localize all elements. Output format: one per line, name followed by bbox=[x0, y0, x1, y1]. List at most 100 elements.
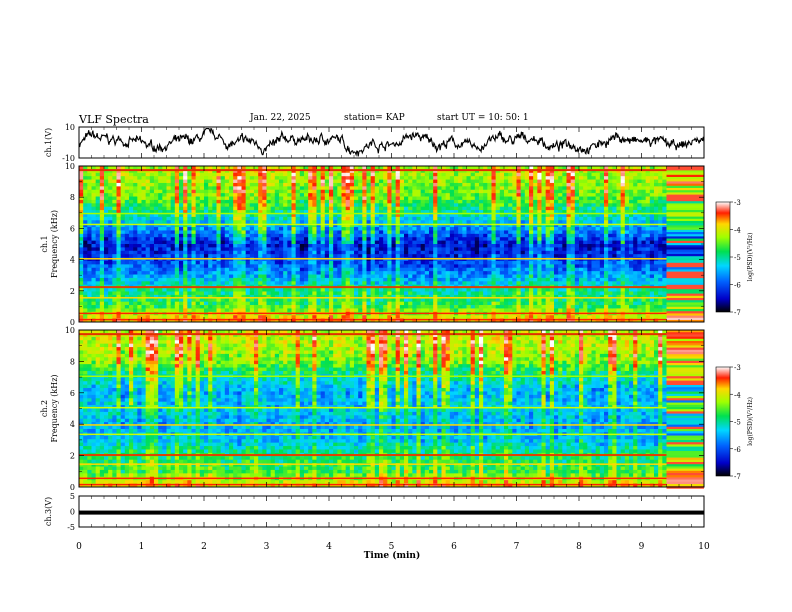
spectrogram-cell bbox=[349, 223, 355, 228]
spectrogram-cell bbox=[291, 216, 297, 221]
spectrogram-cell bbox=[87, 305, 92, 309]
spectrogram-cell bbox=[387, 233, 392, 238]
spectrogram-cell bbox=[474, 233, 480, 238]
spectrogram-cell bbox=[387, 291, 392, 296]
spectrogram-cell bbox=[320, 206, 326, 211]
spectrogram-cell bbox=[354, 179, 359, 184]
spectrogram-cell bbox=[474, 216, 480, 221]
spectrogram-cell bbox=[241, 220, 247, 225]
spectrogram-cell bbox=[208, 203, 213, 208]
spectrogram-cell bbox=[99, 172, 105, 177]
spectrogram-cell bbox=[449, 308, 455, 313]
spectrogram-cell bbox=[312, 220, 317, 225]
spectrogram-cell bbox=[324, 260, 330, 265]
spectrogram-cell bbox=[87, 247, 92, 252]
spectrogram-cell bbox=[408, 166, 413, 170]
spectrogram-cell bbox=[99, 199, 105, 204]
spectrogram-cell bbox=[83, 210, 88, 214]
spectrogram-cell bbox=[320, 203, 326, 208]
spectrogram-cell bbox=[329, 264, 334, 269]
spectrogram-cell bbox=[99, 216, 105, 221]
spectrogram-cell bbox=[362, 260, 367, 265]
spectrogram-cell bbox=[195, 281, 201, 286]
spectrogram-cell bbox=[141, 301, 147, 306]
spectrogram-cell bbox=[79, 189, 84, 194]
spectrogram-cell bbox=[316, 186, 322, 191]
spectrogram-cell bbox=[345, 237, 351, 242]
spectrogram-cell bbox=[395, 315, 401, 320]
spectrogram-cell bbox=[424, 281, 430, 286]
spectrogram-cell bbox=[233, 277, 238, 282]
spectrogram-cell bbox=[483, 305, 488, 309]
spectrogram-cell bbox=[241, 291, 247, 296]
spectrogram-cell bbox=[104, 240, 109, 245]
spectrogram-cell bbox=[320, 199, 326, 204]
spectrogram-cell bbox=[329, 271, 334, 275]
spectrogram-cell bbox=[333, 216, 338, 221]
spectrogram-cell bbox=[299, 189, 305, 194]
spectrogram-cell bbox=[462, 206, 467, 211]
spectrogram-cell bbox=[491, 179, 497, 184]
spectrogram-cell bbox=[145, 216, 151, 221]
spectrogram-cell bbox=[166, 182, 172, 187]
spectrogram-cell bbox=[166, 260, 172, 265]
spectrogram-cell bbox=[283, 182, 288, 187]
spectrogram-cell bbox=[399, 264, 405, 269]
spectrogram-cell bbox=[124, 240, 130, 245]
spectrogram-cell bbox=[241, 216, 247, 221]
spectrogram-cell bbox=[149, 199, 155, 204]
spectrogram-cell bbox=[487, 267, 492, 272]
spectrogram-cell bbox=[429, 237, 434, 242]
spectrogram-cell bbox=[233, 172, 238, 177]
spectrogram-cell bbox=[395, 179, 401, 184]
spectrogram-cell bbox=[104, 176, 109, 180]
spectrogram-cell bbox=[220, 216, 226, 221]
spectrogram-cell bbox=[233, 166, 238, 170]
spectrogram-cell bbox=[187, 179, 192, 184]
spectrogram-cell bbox=[229, 250, 234, 255]
spectrogram-cell bbox=[154, 260, 159, 265]
spectrogram-cell bbox=[337, 182, 342, 187]
spectrogram-cell bbox=[287, 166, 292, 170]
spectrogram-cell bbox=[487, 186, 492, 191]
spectrogram-cell bbox=[212, 179, 217, 184]
spectrogram-cell bbox=[220, 315, 226, 320]
spectrogram-cell bbox=[516, 227, 522, 231]
spectrogram-cell bbox=[191, 189, 197, 194]
spectrogram-cell bbox=[349, 247, 355, 252]
spectrogram-cell bbox=[370, 199, 376, 204]
spectrogram-cell bbox=[262, 203, 267, 208]
spectrogram-cell bbox=[179, 182, 184, 187]
spectrogram-cell bbox=[124, 193, 130, 197]
spectrogram-cell bbox=[166, 193, 172, 197]
spectrogram-cell bbox=[254, 291, 259, 296]
spectrogram-cell bbox=[216, 223, 222, 228]
spectrogram-cell bbox=[379, 169, 384, 174]
spectrogram-cell bbox=[174, 240, 180, 245]
spectrogram-cell bbox=[166, 318, 172, 323]
spectrogram-cell bbox=[333, 223, 338, 228]
spectrogram-cell bbox=[95, 179, 101, 184]
spectrogram-cell bbox=[112, 254, 117, 258]
spectrogram-cell bbox=[399, 250, 405, 255]
spectrogram-cell bbox=[112, 315, 117, 320]
spectrogram-cell bbox=[124, 301, 130, 306]
spectrogram-cell bbox=[283, 237, 288, 242]
spectrogram-cell bbox=[241, 301, 247, 306]
spectrogram-cell bbox=[87, 216, 92, 221]
spectrogram-cell bbox=[316, 250, 322, 255]
spectrogram-cell bbox=[483, 179, 488, 184]
spectrogram-cell bbox=[458, 186, 463, 191]
spectrogram-cell bbox=[274, 166, 280, 170]
spectrogram-cell bbox=[295, 298, 301, 303]
spectrogram-cell bbox=[341, 203, 347, 208]
spectrogram-cell bbox=[112, 267, 117, 272]
spectrogram-cell bbox=[324, 247, 330, 252]
spectrogram-cell bbox=[208, 271, 213, 275]
spectrogram-cell bbox=[449, 291, 455, 296]
spectrogram-cell bbox=[145, 298, 151, 303]
spectrogram-cell bbox=[133, 237, 138, 242]
spectrogram-cell bbox=[216, 186, 222, 191]
spectrogram-cell bbox=[483, 216, 488, 221]
spectrogram-cell bbox=[491, 244, 497, 248]
